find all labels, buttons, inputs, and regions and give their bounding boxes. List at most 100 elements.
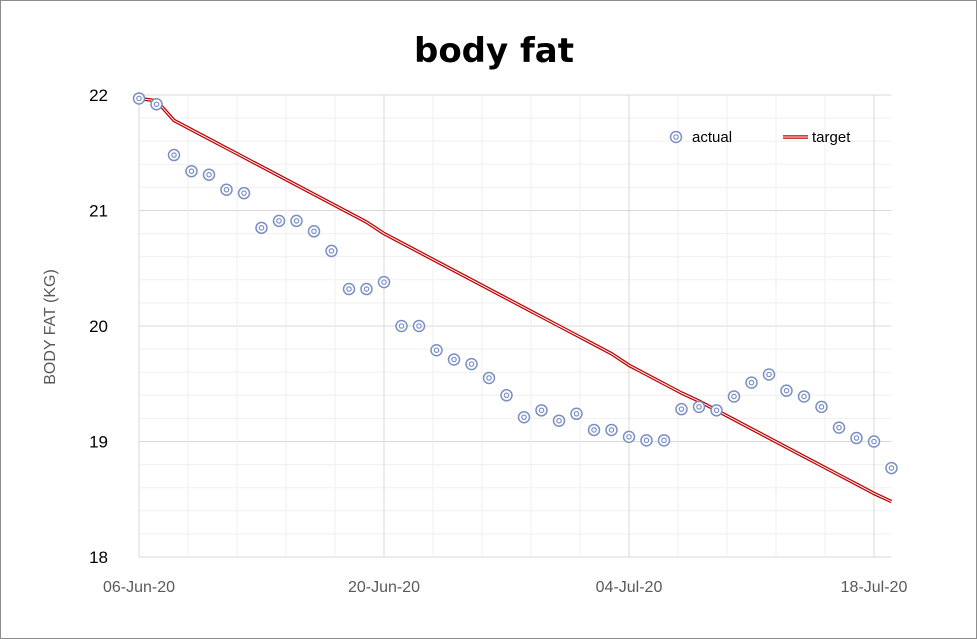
actual-point — [447, 353, 461, 366]
actual-marker-inner — [258, 225, 265, 231]
actual-marker-inner — [276, 218, 282, 224]
actual-point — [482, 371, 496, 385]
actual-marker-inner — [223, 186, 230, 193]
actual-marker-outer — [517, 410, 531, 424]
actual-marker-outer — [727, 390, 741, 403]
actual-point — [290, 214, 303, 228]
actual-marker-outer — [640, 434, 653, 447]
actual-marker-inner — [643, 437, 650, 444]
y-tick-label: 20 — [89, 317, 108, 336]
actual-point — [430, 344, 443, 357]
actual-marker-inner — [468, 361, 475, 367]
actual-point — [692, 400, 706, 414]
actual-marker-inner — [538, 407, 545, 414]
series-actual — [132, 92, 898, 475]
legend: actual target — [669, 129, 851, 146]
actual-marker-inner — [696, 404, 702, 410]
actual-marker-outer — [237, 186, 251, 200]
actual-marker-inner — [381, 279, 387, 285]
actual-marker-inner — [608, 427, 615, 433]
actual-point — [342, 282, 356, 296]
actual-marker-inner — [661, 437, 667, 444]
actual-marker-outer — [745, 376, 758, 389]
actual-point — [797, 390, 811, 403]
actual-marker-outer — [290, 214, 303, 228]
actual-point — [255, 221, 268, 235]
actual-marker-inner — [591, 427, 597, 433]
actual-marker-inner — [678, 406, 685, 412]
actual-marker-inner — [853, 435, 860, 441]
actual-point — [867, 435, 881, 448]
x-tick-label: 20-Jun-20 — [348, 579, 420, 596]
actual-point — [885, 461, 898, 475]
actual-marker-inner — [573, 410, 580, 417]
actual-point — [517, 410, 531, 424]
actual-marker-inner — [836, 424, 842, 431]
actual-point — [727, 390, 741, 403]
actual-marker-outer — [447, 353, 461, 366]
chart-title: body fat — [414, 31, 574, 71]
actual-marker-outer — [605, 423, 618, 437]
actual-point — [640, 434, 653, 447]
actual-marker-inner — [346, 286, 352, 292]
actual-marker-inner — [206, 171, 212, 178]
actual-point — [377, 275, 391, 289]
actual-marker-outer — [500, 389, 513, 402]
actual-marker-inner — [731, 393, 737, 400]
actual-point — [185, 164, 198, 178]
legend-actual-marker-inner — [673, 134, 679, 140]
y-tick-label: 21 — [89, 202, 108, 221]
actual-marker-inner — [521, 414, 527, 421]
actual-marker-inner — [153, 101, 160, 108]
series-target — [138, 96, 893, 504]
actual-point — [657, 434, 671, 447]
actual-marker-outer — [885, 461, 898, 475]
actual-point — [605, 423, 618, 437]
actual-marker-outer — [272, 214, 286, 228]
x-tick-label: 06-Jun-20 — [103, 579, 175, 596]
actual-marker-outer — [412, 319, 426, 333]
actual-point — [762, 368, 776, 381]
actual-marker-outer — [430, 344, 443, 357]
actual-point — [552, 414, 566, 427]
actual-marker-outer — [150, 97, 163, 111]
actual-marker-outer — [465, 357, 478, 371]
actual-marker-outer — [132, 92, 146, 105]
target-line-inner — [138, 97, 892, 503]
actual-point — [395, 319, 408, 333]
actual-marker-outer — [797, 390, 811, 403]
actual-marker-inner — [451, 356, 457, 363]
actual-marker-outer — [675, 402, 688, 416]
actual-marker-outer — [622, 430, 636, 444]
actual-marker-inner — [503, 392, 510, 399]
actual-marker-inner — [871, 438, 877, 445]
actual-marker-outer — [360, 282, 373, 296]
actual-marker-outer — [657, 434, 671, 447]
actual-marker-outer — [692, 400, 706, 414]
actual-marker-inner — [433, 347, 440, 354]
actual-marker-inner — [486, 375, 492, 381]
actual-point — [815, 400, 828, 414]
actual-marker-outer — [867, 435, 881, 448]
actual-point — [710, 404, 723, 417]
actual-marker-inner — [713, 407, 720, 414]
actual-marker-outer — [202, 168, 216, 181]
legend-target-label: target — [812, 129, 851, 146]
actual-marker-inner — [801, 393, 807, 400]
actual-point — [465, 357, 478, 371]
x-tick-label: 04-Jul-20 — [596, 579, 663, 596]
actual-marker-outer — [850, 431, 863, 445]
y-tick-label: 18 — [89, 548, 108, 567]
actual-point — [622, 430, 636, 444]
actual-point — [307, 225, 321, 238]
actual-marker-outer — [780, 384, 793, 397]
actual-point — [167, 148, 181, 162]
actual-marker-inner — [416, 323, 422, 329]
actual-point — [832, 421, 846, 434]
legend-actual-marker — [669, 130, 683, 144]
actual-marker-inner — [136, 95, 142, 102]
actual-marker-inner — [328, 248, 335, 254]
actual-point — [202, 168, 216, 181]
actual-point — [412, 319, 426, 333]
actual-marker-inner — [241, 190, 247, 196]
